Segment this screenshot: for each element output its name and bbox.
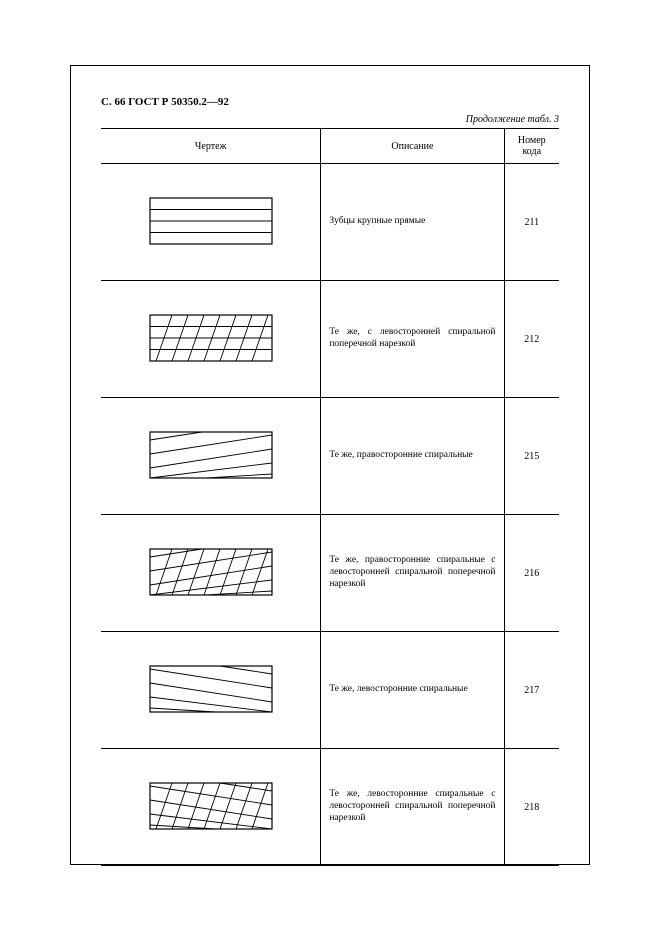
description-cell: Те же, левосторонние спиральные с левост… [321, 749, 504, 866]
code-cell: 218 [504, 749, 559, 866]
col-header-code: Номер кода [504, 129, 559, 164]
table-caption: Продолжение табл. 3 [101, 114, 559, 125]
drawing-cell [101, 515, 321, 632]
description-cell: Те же, правосторонние спиральные [321, 398, 504, 515]
table-row: Те же, с левосторонней спиральной попере… [101, 281, 559, 398]
drawing-right-spiral-icon [146, 426, 276, 484]
description-cell: Те же, левосторонние спиральные [321, 632, 504, 749]
col-header-description: Описание [321, 129, 504, 164]
code-cell: 212 [504, 281, 559, 398]
table-row: Те же, левосторонние спиральные с левост… [101, 749, 559, 866]
description-cell: Те же, с левосторонней спиральной попере… [321, 281, 504, 398]
drawing-cell [101, 164, 321, 281]
code-cell: 211 [504, 164, 559, 281]
page-frame: С. 66 ГОСТ Р 50350.2—92 Продолжение табл… [70, 65, 590, 865]
code-cell: 216 [504, 515, 559, 632]
drawing-cell [101, 281, 321, 398]
drawing-straight-icon [146, 192, 276, 250]
table-row: Те же, левосторонние спиральные 217 [101, 632, 559, 749]
drawing-left-cross-icon [146, 309, 276, 367]
col-header-drawing: Чертеж [101, 129, 321, 164]
drawing-left-spiral-icon [146, 660, 276, 718]
page-header: С. 66 ГОСТ Р 50350.2—92 [101, 96, 559, 108]
description-cell: Зубцы крупные прямые [321, 164, 504, 281]
drawing-cell [101, 749, 321, 866]
table-header-row: Чертеж Описание Номер кода [101, 129, 559, 164]
code-cell: 215 [504, 398, 559, 515]
drawing-cell [101, 632, 321, 749]
code-cell: 217 [504, 632, 559, 749]
table-row: Зубцы крупные прямые 211 [101, 164, 559, 281]
table-row: Те же, правосторонние спиральные с левос… [101, 515, 559, 632]
gost-table: Чертеж Описание Номер кода Зубцы крупные… [101, 128, 559, 866]
description-cell: Те же, правосторонние спиральные с левос… [321, 515, 504, 632]
table-row: Те же, правосторонние спиральные 215 [101, 398, 559, 515]
drawing-cell [101, 398, 321, 515]
drawing-right-spiral-cross-icon [146, 543, 276, 601]
drawing-left-spiral-cross-icon [146, 777, 276, 835]
